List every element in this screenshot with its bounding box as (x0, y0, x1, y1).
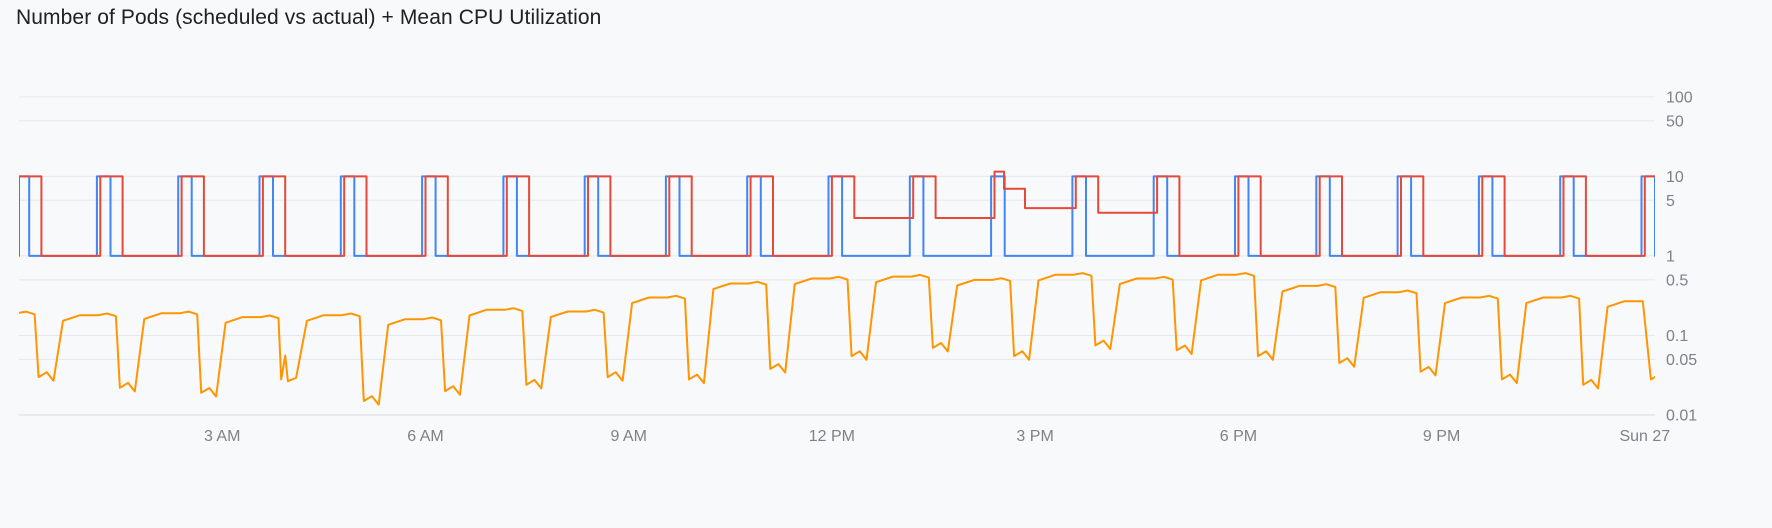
x-axis-tick-label: 6 AM (407, 428, 443, 445)
scheduled-pods-line (19, 175, 1655, 257)
actual-pods-line (19, 170, 1655, 257)
x-axis-tick-label: 12 PM (809, 428, 855, 445)
y-axis-tick-label: 1 (1666, 248, 1675, 265)
x-axis-tick-label: 3 AM (204, 428, 240, 445)
y-axis-tick-label: 100 (1666, 89, 1693, 106)
chart-title: Number of Pods (scheduled vs actual) + M… (16, 6, 602, 29)
x-axis-tick-label: 6 PM (1220, 428, 1257, 445)
y-axis-tick-label: 0.05 (1666, 352, 1697, 369)
y-axis-tick-label: 0.01 (1666, 408, 1697, 425)
y-axis-tick-label: 50 (1666, 113, 1684, 130)
cpu-utilization-line (19, 272, 1655, 406)
x-axis-tick-label: 9 PM (1423, 428, 1460, 445)
y-axis-tick-label: 5 (1666, 193, 1675, 210)
x-axis-tick-label: 3 PM (1016, 428, 1053, 445)
x-axis-tick-label: Sun 27 (1619, 428, 1670, 445)
y-axis-tick-label: 0.1 (1666, 328, 1688, 345)
x-axis-tick-label: 9 AM (610, 428, 646, 445)
y-axis-tick-label: 0.5 (1666, 272, 1688, 289)
y-axis-tick-label: 10 (1666, 169, 1684, 186)
